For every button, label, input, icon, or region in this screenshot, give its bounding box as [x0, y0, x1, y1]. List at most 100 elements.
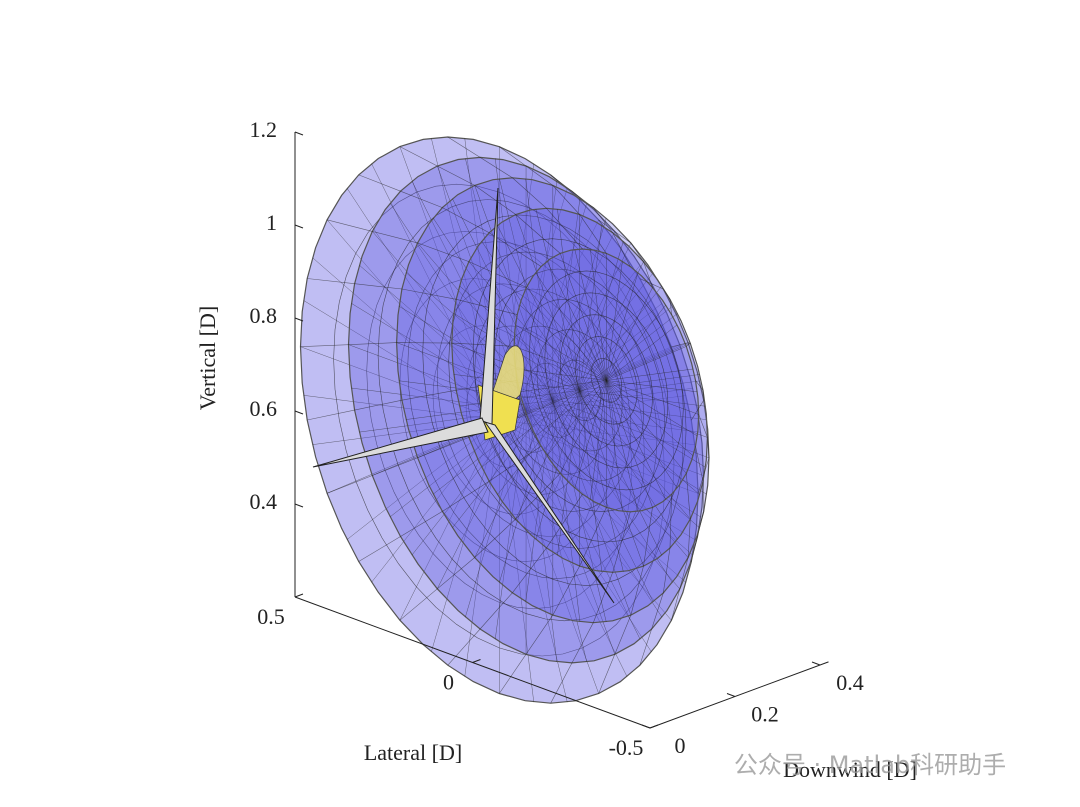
- mesh-streamline: [300, 342, 515, 347]
- x-tick: [641, 724, 651, 729]
- mesh-spoke: [303, 300, 500, 421]
- mesh-spoke: [606, 287, 653, 381]
- mesh-streamline: [447, 136, 583, 250]
- y-tick-label: 0: [443, 670, 454, 695]
- mesh-spoke: [346, 419, 500, 540]
- mesh-spoke: [481, 390, 580, 468]
- mesh-streamline: [358, 445, 542, 562]
- z-tick-label: 0.4: [250, 489, 278, 514]
- mesh-spoke: [497, 390, 580, 495]
- turbine: [312, 187, 615, 604]
- mesh-spoke: [606, 261, 623, 381]
- mesh-spoke: [525, 409, 680, 590]
- z-axis-label: Vertical [D]: [195, 306, 220, 410]
- mesh-spoke: [499, 400, 554, 583]
- x-tick-label: 0: [675, 733, 686, 758]
- mesh-spoke: [303, 395, 500, 421]
- mesh-spoke: [515, 368, 607, 381]
- mesh-spoke: [468, 261, 580, 391]
- mesh-spoke: [552, 400, 689, 558]
- x-tick-label: 0.2: [751, 702, 779, 727]
- mesh-spoke: [552, 399, 710, 459]
- mesh-spoke: [590, 380, 607, 500]
- mesh-spoke: [606, 380, 694, 456]
- mesh-spoke: [606, 380, 666, 500]
- mesh-spoke: [346, 187, 500, 421]
- z-tick-label: 0.8: [250, 303, 278, 328]
- mesh-spoke: [433, 400, 553, 495]
- mesh-spoke: [579, 390, 700, 495]
- x-tick-label: 0.4: [836, 670, 864, 695]
- mesh-spoke: [535, 390, 580, 540]
- mesh-spoke: [552, 380, 700, 401]
- mesh-spoke: [499, 419, 696, 541]
- mesh-spoke: [606, 380, 639, 512]
- blade: [483, 421, 615, 604]
- mesh-streamline: [598, 507, 653, 694]
- y-tick-label: -0.5: [609, 735, 644, 760]
- mesh-spoke: [579, 343, 691, 391]
- x-tick: [811, 661, 821, 666]
- y-tick-label: 0.5: [257, 604, 285, 629]
- mesh-spoke: [579, 225, 603, 391]
- mesh-spoke: [526, 409, 701, 433]
- mesh-spoke: [525, 231, 616, 411]
- mesh-streamline: [358, 174, 542, 267]
- mesh-spoke: [552, 400, 581, 622]
- z-tick: [294, 131, 304, 136]
- mesh-spoke: [606, 380, 698, 437]
- mesh-spoke: [525, 410, 641, 640]
- mesh-spoke: [525, 203, 587, 411]
- mesh-spoke: [411, 410, 527, 556]
- mesh-spoke: [579, 390, 662, 556]
- mesh-spoke: [526, 287, 607, 381]
- y-tick: [294, 593, 304, 598]
- mesh-spoke: [494, 410, 527, 640]
- mesh-spoke: [606, 380, 698, 393]
- axes: 0.4 0.6 0.8 1 1.2 -0.5 0 0.5 0 0.2 0.4: [250, 117, 864, 760]
- mesh-streamline: [399, 473, 561, 621]
- mesh-spoke: [579, 261, 644, 391]
- mesh-spoke: [459, 390, 580, 407]
- mesh-spoke: [312, 257, 500, 421]
- wake-surface: [299, 136, 710, 704]
- watermark: 公众号 · Matlab科研助手: [734, 751, 1006, 779]
- y-tick: [649, 724, 659, 729]
- mesh-streamline: [447, 494, 583, 666]
- mesh-spoke: [515, 324, 607, 381]
- mesh-spoke: [606, 368, 694, 381]
- mesh-spoke: [606, 272, 639, 381]
- mesh-spoke: [519, 304, 607, 381]
- mesh-spoke: [398, 305, 553, 401]
- mesh-spoke: [525, 410, 588, 663]
- mesh-spoke: [459, 285, 580, 391]
- mesh-spoke: [481, 241, 580, 391]
- z-tick: [294, 224, 304, 229]
- mesh-spoke: [552, 400, 632, 616]
- mesh-spoke: [574, 249, 607, 381]
- mesh-spoke: [526, 380, 607, 415]
- mesh-spoke: [546, 380, 607, 456]
- z-tick-label: 1: [266, 210, 277, 235]
- mesh-streamline: [499, 146, 607, 254]
- mesh-spoke: [606, 380, 687, 474]
- mesh-spoke: [525, 400, 554, 602]
- mesh-spoke: [452, 198, 554, 401]
- mesh-spoke: [606, 380, 678, 489]
- mesh-spoke: [535, 380, 607, 437]
- z-tick: [294, 410, 304, 415]
- mesh-spoke: [452, 400, 554, 528]
- mesh-spoke: [560, 380, 607, 474]
- mesh-spoke: [606, 304, 666, 381]
- mesh-spoke: [535, 272, 607, 381]
- mesh-spoke: [405, 272, 553, 401]
- mesh-spoke: [579, 390, 691, 520]
- mesh-streamline: [550, 174, 631, 267]
- mesh-spoke: [513, 346, 607, 381]
- z-tick-label: 1.2: [250, 117, 278, 142]
- mesh-spoke: [474, 185, 554, 401]
- x-axis-line: [649, 661, 829, 729]
- mesh-spoke: [464, 420, 500, 677]
- mesh-spoke: [399, 419, 500, 621]
